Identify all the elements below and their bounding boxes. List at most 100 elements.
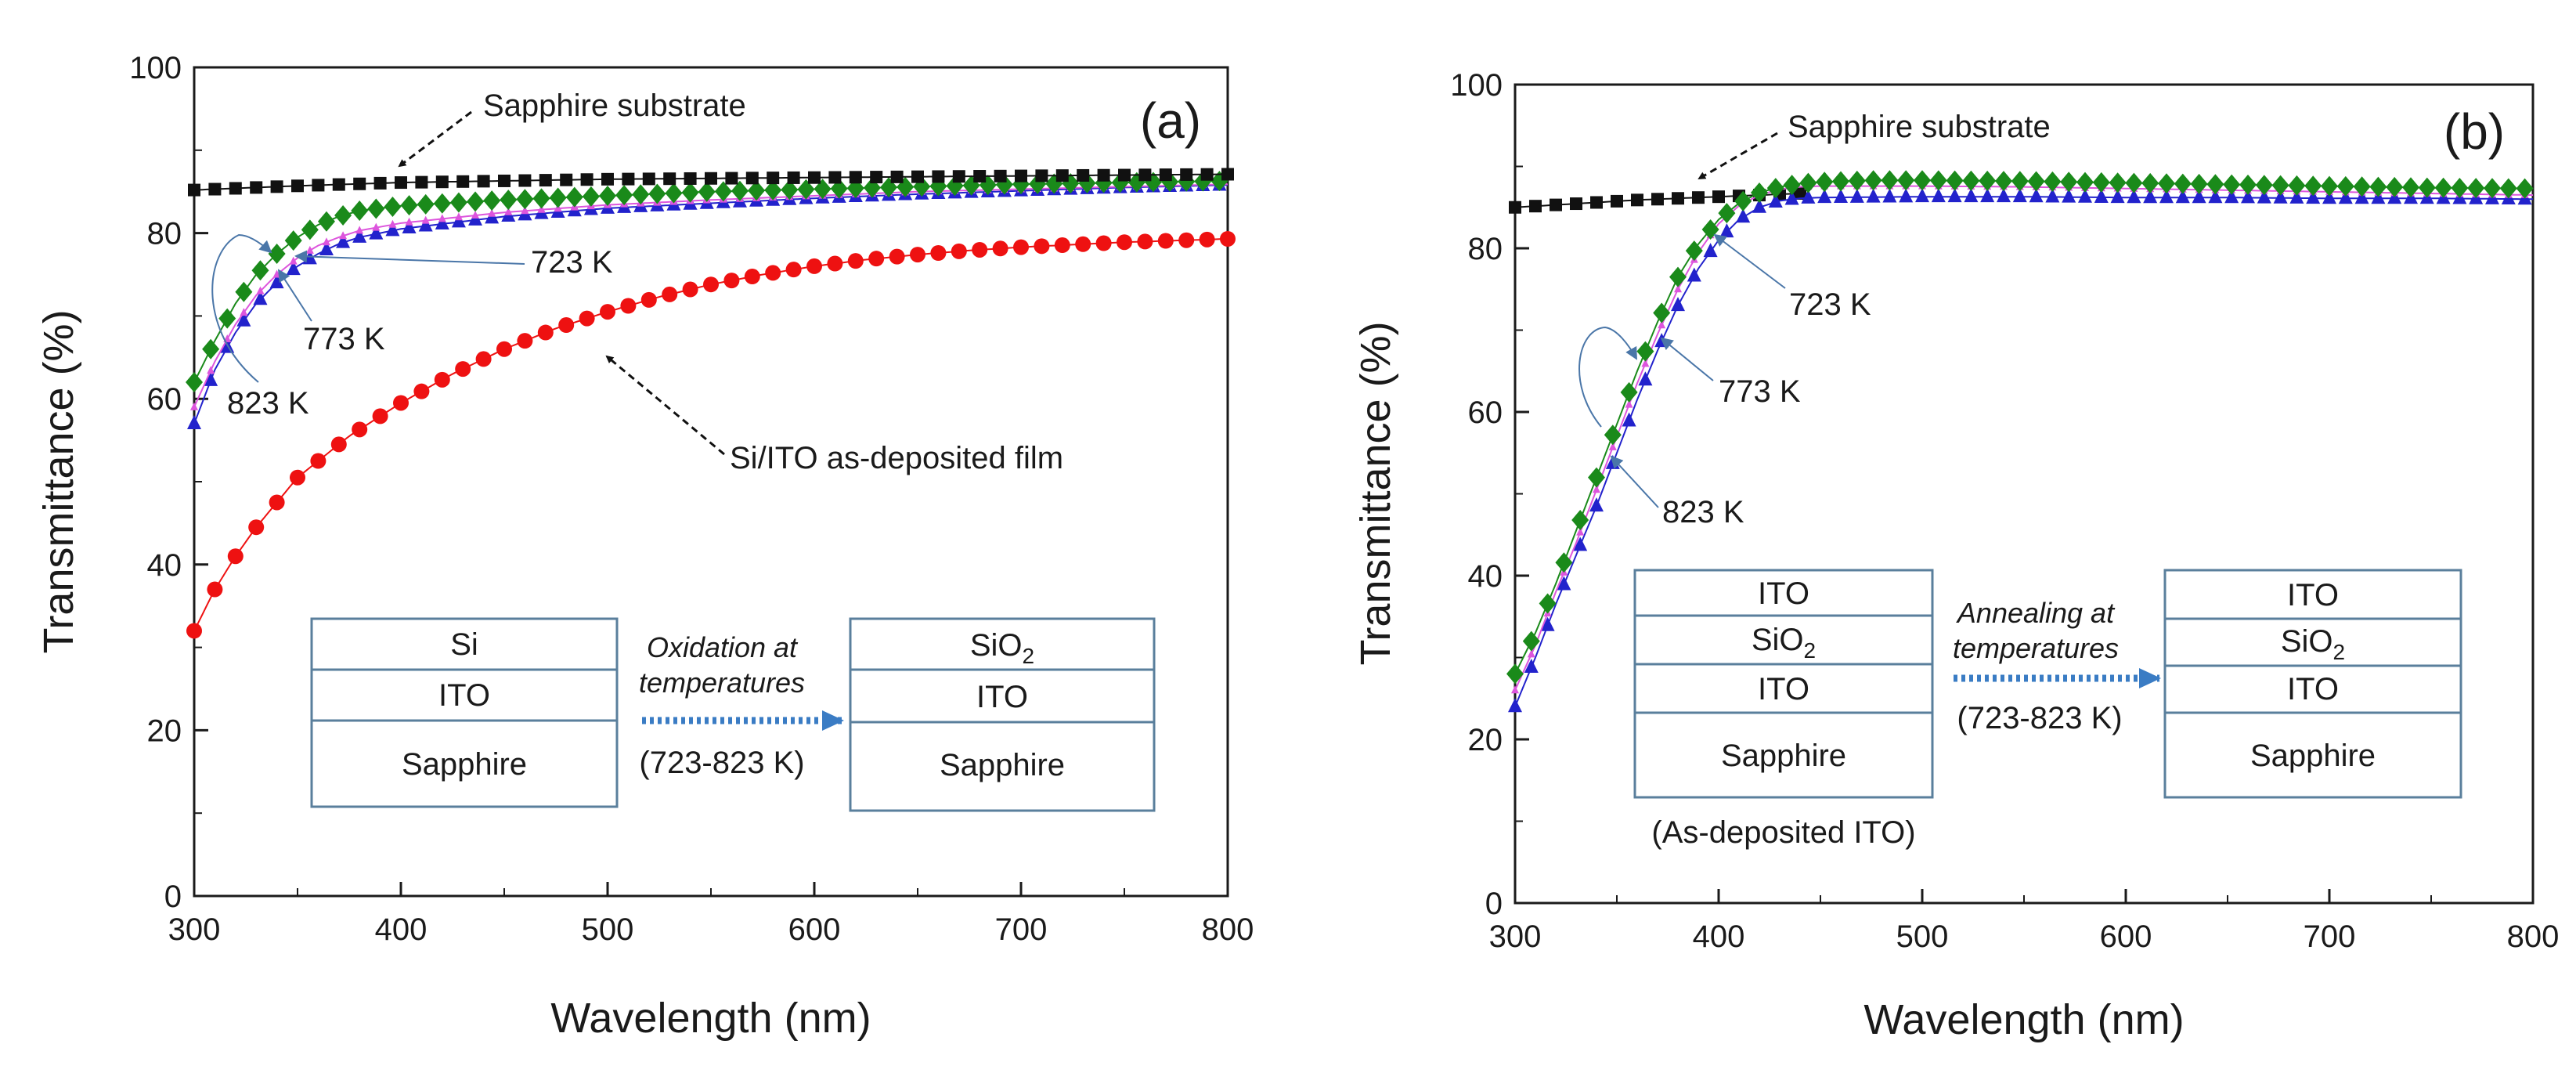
data-point: [2516, 178, 2534, 199]
data-point: [312, 179, 325, 192]
data-point: [1995, 171, 2012, 192]
data-point: [2484, 178, 2501, 199]
data-point: [1097, 168, 1110, 182]
data-point: [765, 265, 781, 281]
data-point: [1034, 238, 1050, 255]
data-point: [2044, 171, 2062, 192]
x-axis-title: Wavelength (nm): [550, 995, 871, 1042]
process-label-line1: Oxidation at: [647, 631, 799, 663]
data-point: [405, 217, 413, 226]
data-point: [305, 245, 314, 254]
layer-sapphire: Sapphire: [1721, 739, 1846, 773]
data-point: [204, 371, 218, 386]
data-point: [269, 494, 285, 511]
data-point: [889, 248, 905, 265]
data-point: [369, 225, 384, 240]
data-point: [1882, 188, 1897, 203]
data-point: [2159, 189, 2174, 204]
data-point: [1013, 239, 1029, 255]
data-point: [334, 204, 352, 226]
data-point: [187, 414, 201, 429]
data-point: [827, 255, 843, 272]
data-point: [2158, 173, 2175, 194]
data-point: [1054, 237, 1070, 254]
x-tick-label: 700: [2304, 919, 2356, 954]
data-point: [433, 193, 451, 214]
data-point: [2060, 172, 2078, 193]
data-point: [248, 519, 265, 536]
data-point: [2078, 188, 2092, 203]
data-point: [703, 276, 719, 293]
data-point: [1622, 412, 1636, 427]
layer-sapphire: Sapphire: [402, 747, 527, 782]
data-point: [615, 185, 633, 206]
data-point: [1816, 172, 1834, 193]
data-point: [415, 175, 428, 189]
layer-stack-before: [310, 617, 619, 808]
data-point: [1712, 190, 1725, 204]
temperature-range: (723-823 K): [639, 746, 804, 780]
data-point: [890, 170, 904, 183]
data-point: [911, 170, 924, 183]
data-point: [994, 169, 1007, 182]
data-point: [372, 408, 388, 425]
x-tick-label: 500: [1896, 919, 1949, 954]
data-point: [849, 171, 862, 184]
process-label-line2: temperatures: [1953, 632, 2119, 664]
data-point: [352, 228, 367, 243]
data-point: [413, 383, 430, 399]
x-tick-label: 300: [168, 912, 221, 947]
data-point: [1588, 467, 1605, 488]
data-point: [560, 173, 573, 186]
data-point: [642, 172, 655, 186]
layer-ito-top: ITO: [2287, 578, 2339, 612]
data-point: [2304, 175, 2322, 197]
layer-ito: ITO: [976, 680, 1028, 714]
data-point: [250, 181, 263, 194]
data-point: [186, 623, 202, 639]
data-point: [539, 174, 552, 187]
data-point: [290, 469, 305, 486]
data-point: [2223, 174, 2241, 195]
data-point: [451, 213, 466, 228]
data-point: [1221, 168, 1234, 181]
data-point: [1768, 193, 1783, 208]
data-point: [310, 453, 327, 469]
data-point: [600, 304, 615, 320]
data-point: [188, 183, 200, 197]
data-point: [1590, 196, 1603, 209]
data-point: [648, 183, 666, 204]
series-k823: [1506, 170, 2534, 685]
annotation-sapphire-substrate: Sapphire substrate: [1788, 110, 2051, 144]
data-point: [1752, 198, 1766, 213]
layer-stack-after: [849, 617, 1156, 812]
data-point: [1849, 188, 1864, 203]
data-point: [2369, 176, 2387, 197]
data-point: [435, 215, 449, 229]
data-point: [2467, 178, 2485, 199]
y-tick-label: 0: [164, 880, 182, 914]
data-point: [2027, 171, 2045, 192]
data-point: [1881, 170, 1899, 191]
data-point: [373, 176, 387, 190]
process-label-line1: Annealing at: [1956, 597, 2116, 629]
layer-ito: ITO: [438, 678, 490, 713]
data-point: [330, 436, 347, 453]
data-point: [1801, 189, 1816, 204]
data-point: [663, 172, 676, 186]
data-point: [207, 366, 215, 374]
data-point: [339, 231, 348, 240]
panel-label: (b): [2444, 103, 2505, 160]
data-point: [537, 324, 554, 341]
data-point: [2322, 190, 2336, 204]
data-point: [1015, 169, 1027, 182]
data-point: [186, 372, 203, 393]
data-point: [622, 172, 635, 186]
data-point: [434, 371, 450, 388]
y-tick-label: 20: [1468, 723, 1503, 757]
data-point: [731, 180, 749, 201]
x-tick-label: 700: [995, 912, 1048, 947]
series-k823: [186, 171, 1228, 393]
annotation-arrow: [1660, 337, 1714, 381]
data-point: [496, 341, 512, 357]
